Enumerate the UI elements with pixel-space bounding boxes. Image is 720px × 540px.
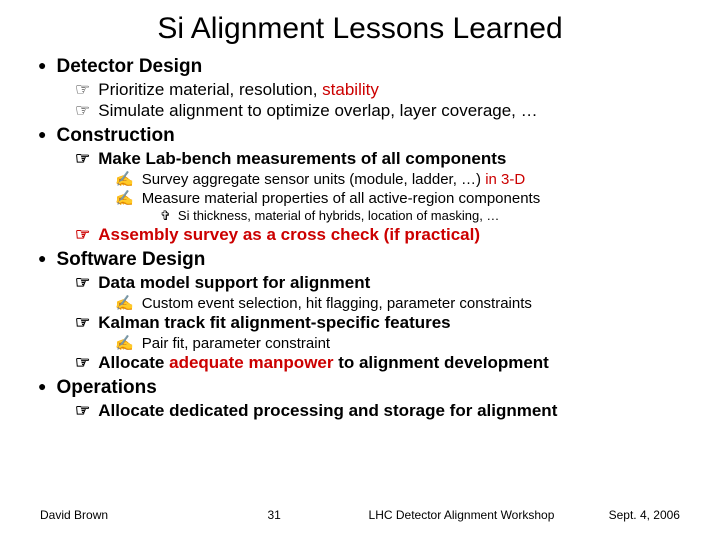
bullet-text-highlight: adequate manpower <box>169 353 333 372</box>
bullet-text: Allocate <box>98 353 169 372</box>
bullet-item: Allocate adequate manpower to alignment … <box>75 353 690 373</box>
section-heading: Construction <box>38 125 690 147</box>
bullet-text: Survey aggregate sensor units (module, l… <box>142 171 486 188</box>
footer-venue: LHC Detector Alignment Workshop <box>352 508 571 522</box>
bullet-item: Si thickness, material of hybrids, locat… <box>160 208 690 224</box>
bullet-text: Prioritize material, resolution, <box>98 80 322 99</box>
bullet-text: to alignment development <box>333 353 548 372</box>
footer-date: Sept. 4, 2006 <box>571 508 680 522</box>
footer-author: David Brown <box>40 508 196 522</box>
bullet-item: Prioritize material, resolution, stabili… <box>75 80 690 100</box>
bullet-item-highlight: Assembly survey as a cross check (if pra… <box>75 225 690 245</box>
bullet-item: Data model support for alignment <box>75 273 690 293</box>
slide-container: Si Alignment Lessons Learned Detector De… <box>0 0 720 421</box>
bullet-item: Simulate alignment to optimize overlap, … <box>75 101 690 121</box>
bullet-item: Measure material properties of all activ… <box>115 189 690 207</box>
section-heading: Software Design <box>38 249 690 271</box>
slide-footer: David Brown 31 LHC Detector Alignment Wo… <box>0 508 720 522</box>
bullet-item: Custom event selection, hit flagging, pa… <box>115 294 690 312</box>
bullet-item: Make Lab-bench measurements of all compo… <box>75 149 690 169</box>
bullet-item: Kalman track fit alignment-specific feat… <box>75 313 690 333</box>
bullet-item: Allocate dedicated processing and storag… <box>75 401 690 421</box>
section-heading: Detector Design <box>38 56 690 78</box>
section-heading: Operations <box>38 377 690 399</box>
footer-page-number: 31 <box>196 508 352 522</box>
bullet-text-highlight: stability <box>322 80 379 99</box>
bullet-text-highlight: in 3-D <box>485 171 525 188</box>
slide-title: Si Alignment Lessons Learned <box>30 12 690 46</box>
bullet-item: Pair fit, parameter constraint <box>115 334 690 352</box>
bullet-item: Survey aggregate sensor units (module, l… <box>115 170 690 188</box>
